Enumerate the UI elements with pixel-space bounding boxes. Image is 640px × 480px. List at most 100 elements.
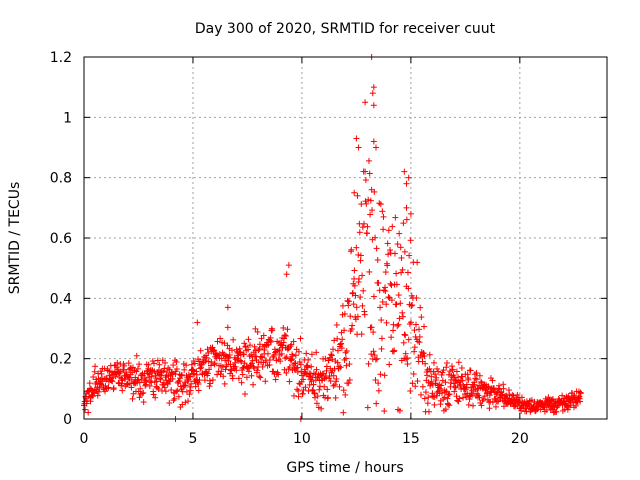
data-point	[376, 200, 383, 207]
data-point	[155, 386, 162, 393]
data-point	[426, 408, 433, 415]
data-point	[471, 381, 478, 388]
data-point	[377, 201, 384, 208]
data-point	[179, 401, 186, 408]
data-point	[393, 301, 400, 308]
data-point	[463, 394, 470, 401]
x-tick-label: 0	[80, 431, 89, 447]
data-point	[412, 321, 419, 328]
data-point	[443, 364, 450, 371]
data-point	[455, 398, 462, 405]
data-point	[351, 282, 358, 289]
data-point	[391, 347, 398, 354]
data-point	[82, 406, 89, 413]
data-point	[458, 365, 465, 372]
data-point	[256, 373, 263, 380]
data-point	[381, 372, 388, 379]
data-point	[289, 353, 296, 360]
data-point	[119, 387, 126, 394]
data-point	[348, 246, 355, 253]
data-point	[185, 376, 192, 383]
data-point	[421, 395, 428, 402]
data-point	[137, 385, 144, 392]
data-point	[218, 368, 225, 375]
data-point	[359, 224, 366, 231]
data-point	[147, 377, 154, 384]
data-point	[518, 394, 525, 401]
data-point	[162, 388, 169, 395]
data-point	[329, 356, 336, 363]
data-point	[399, 266, 406, 273]
data-point	[446, 402, 453, 409]
data-point	[397, 300, 404, 307]
data-point	[452, 384, 459, 391]
data-point	[487, 398, 494, 405]
data-point	[197, 365, 204, 372]
data-point	[173, 388, 180, 395]
data-point	[269, 327, 276, 334]
data-point	[173, 366, 180, 373]
data-point	[379, 298, 386, 305]
data-point	[110, 384, 117, 391]
data-point	[153, 378, 160, 385]
data-point	[402, 350, 409, 357]
data-point	[169, 375, 176, 382]
data-point	[365, 196, 372, 203]
data-point	[227, 361, 234, 368]
data-point	[340, 387, 347, 394]
y-tick-label: 0.6	[50, 231, 72, 247]
x-axis-title: GPS time / hours	[286, 460, 403, 476]
data-point	[384, 240, 391, 247]
data-point	[92, 363, 99, 370]
data-point	[91, 368, 98, 375]
x-tick-label: 20	[511, 431, 529, 447]
data-point	[304, 364, 311, 371]
data-point	[156, 361, 163, 368]
data-point	[442, 406, 449, 413]
data-point	[364, 230, 371, 237]
data-point	[403, 204, 410, 211]
data-point	[170, 362, 177, 369]
data-point	[166, 399, 173, 406]
data-point	[347, 313, 354, 320]
data-point	[222, 366, 229, 373]
data-point	[271, 352, 278, 359]
data-point	[404, 269, 411, 276]
data-point	[297, 361, 304, 368]
data-point	[395, 321, 402, 328]
data-point	[476, 394, 483, 401]
data-point	[452, 383, 459, 390]
data-point	[260, 332, 267, 339]
data-point	[411, 344, 418, 351]
data-point	[187, 387, 194, 394]
data-point	[218, 355, 225, 362]
data-point	[90, 373, 97, 380]
data-point	[478, 378, 485, 385]
data-point	[235, 375, 242, 382]
data-point	[249, 357, 256, 364]
data-point	[178, 371, 185, 378]
data-point	[453, 393, 460, 400]
data-point	[233, 367, 240, 374]
data-point	[341, 356, 348, 363]
data-point	[375, 387, 382, 394]
data-point	[295, 393, 302, 400]
data-point	[331, 381, 338, 388]
data-point	[577, 398, 584, 405]
data-point	[363, 200, 370, 207]
data-point	[446, 391, 453, 398]
data-point	[308, 378, 315, 385]
data-point	[204, 370, 211, 377]
data-point	[374, 256, 381, 263]
data-point	[451, 388, 458, 395]
data-point	[343, 348, 350, 355]
data-point	[437, 385, 444, 392]
data-point	[310, 381, 317, 388]
data-point	[287, 357, 294, 364]
data-point	[424, 400, 431, 407]
data-point	[161, 384, 168, 391]
data-point	[481, 393, 488, 400]
data-point	[435, 368, 442, 375]
data-point	[283, 354, 290, 361]
data-points	[81, 54, 584, 422]
